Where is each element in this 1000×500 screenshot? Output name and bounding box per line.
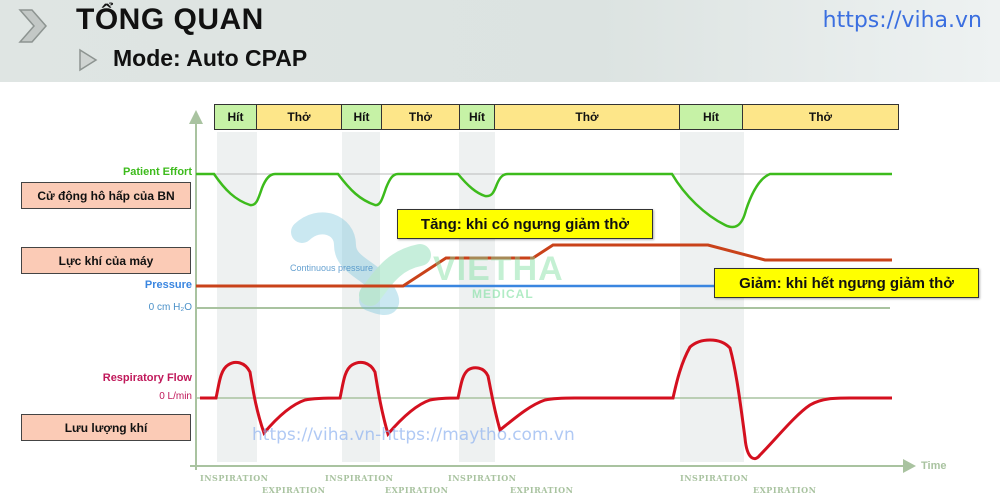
phase-expiration: Thở [494,104,679,130]
expiration-label: EXPIRATION [385,485,449,495]
phase-inspiration: Hít [214,104,256,130]
phase-inspiration: Hít [341,104,381,130]
time-axis-label: Time [921,460,947,472]
header: TỔNG QUAN Mode: Auto CPAP https://viha.v… [0,0,1000,82]
breath-phase-bar: Hít Thở Hít Thở Hít Thở Hít Thở [214,104,899,130]
phase-inspiration: Hít [679,104,742,130]
inspiration-bands [217,132,744,462]
expiration-label: EXPIRATION [510,485,574,495]
effort-description-box: Cử động hô hấp của BN [21,182,191,209]
flow-zero-label: 0 L/min [159,391,192,402]
pressure-label: Pressure [144,279,192,291]
watermark-url: https://viha.vn-https://maytho.com.vn [252,425,575,445]
phase-expiration: Thở [381,104,459,130]
expiration-label: EXPIRATION [262,485,326,495]
decrease-callout: Giảm: khi hết ngưng giảm thở [714,268,979,298]
respiratory-flow-trace [200,338,892,460]
inspiration-label: INSPIRATION [448,473,517,483]
patient-effort-label: Patient Effort [122,166,192,178]
triangle-right-icon [79,48,98,72]
time-axis-arrow-icon [903,459,916,473]
inspiration-label: INSPIRATION [200,473,269,483]
chevron-right-icon [18,9,47,43]
watermark-brand-sub: MEDICAL [472,287,534,301]
inspiration-label: INSPIRATION [325,473,394,483]
phase-expiration: Thở [256,104,341,130]
phase-expiration: Thở [742,104,899,130]
pressure-zero-label: 0 cm H₂O [148,302,192,313]
flow-description-box: Lưu lượng khí [21,414,191,441]
patient-effort-trace [196,172,892,229]
page-title: TỔNG QUAN [76,3,264,36]
expiration-label: EXPIRATION [753,485,817,495]
auto-pressure-trace [196,243,892,288]
y-axis-arrow-icon [189,110,203,124]
phase-inspiration: Hít [459,104,494,130]
inspiration-label: INSPIRATION [680,473,749,483]
machine-pressure-description-box: Lực khí của máy [21,247,191,274]
increase-callout: Tăng: khi có ngưng giảm thở [397,209,653,239]
page-subtitle: Mode: Auto CPAP [113,45,308,71]
respiratory-flow-label: Respiratory Flow [102,372,192,384]
continuous-pressure-label: Continuous pressure [290,263,374,273]
site-url[interactable]: https://viha.vn [822,8,982,33]
watermark-brand: VIETHA [433,250,564,288]
watermark-logo [291,212,431,315]
